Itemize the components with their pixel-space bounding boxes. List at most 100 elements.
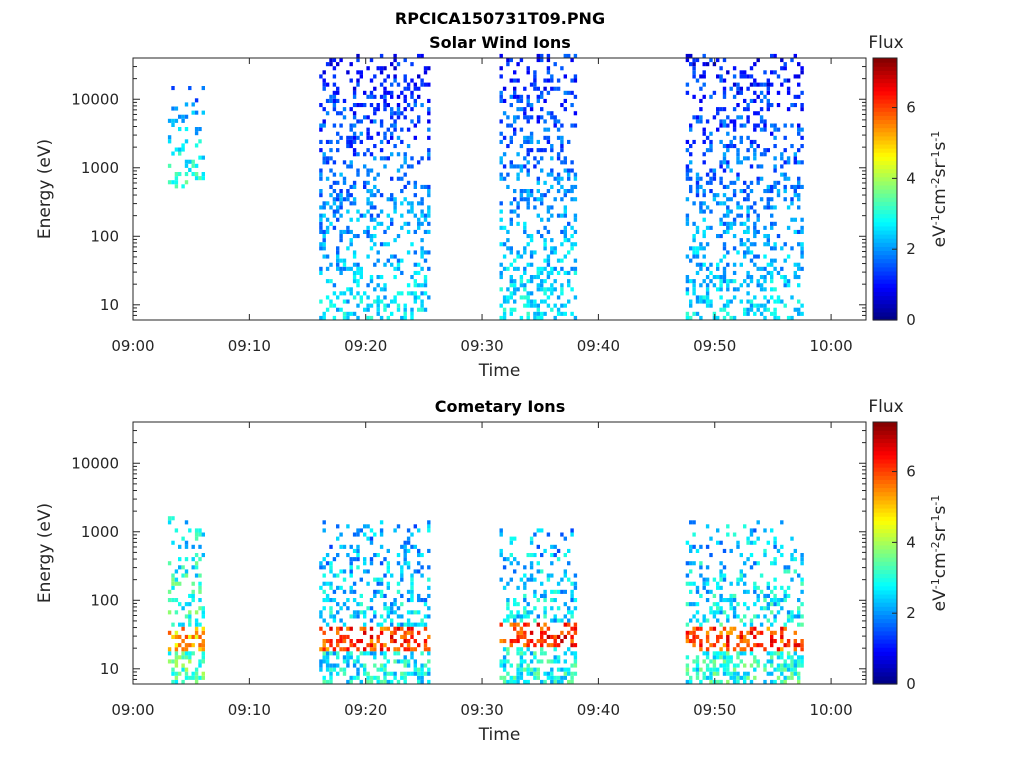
heatmap-cell xyxy=(773,258,777,263)
heatmap-cell xyxy=(393,111,397,116)
heatmap-cell xyxy=(396,262,401,267)
heatmap-cell xyxy=(184,557,189,562)
heatmap-cell xyxy=(369,58,374,63)
heatmap-cell xyxy=(523,643,527,648)
heatmap-cell xyxy=(509,679,513,684)
colorbar-swatch xyxy=(873,107,897,112)
heatmap-cell xyxy=(722,94,727,99)
heatmap-cell xyxy=(540,58,544,63)
heatmap-cell xyxy=(339,201,343,206)
heatmap-cell xyxy=(797,184,801,189)
heatmap-cell xyxy=(383,103,387,108)
heatmap-cell xyxy=(800,70,804,75)
heatmap-cell xyxy=(386,659,390,664)
heatmap-cell xyxy=(705,667,710,672)
heatmap-cell xyxy=(546,275,551,280)
heatmap-cell xyxy=(342,602,347,607)
heatmap-cell xyxy=(513,90,517,95)
heatmap-cell xyxy=(719,651,723,656)
heatmap-cell xyxy=(403,544,407,549)
colorbar-swatch xyxy=(873,74,897,80)
heatmap-cell xyxy=(502,98,507,103)
heatmap-cell xyxy=(722,548,727,553)
heatmap-cell xyxy=(332,74,337,79)
heatmap-cell xyxy=(773,221,777,226)
heatmap-cell xyxy=(513,115,517,120)
heatmap-cell xyxy=(379,520,384,525)
heatmap-cell xyxy=(763,614,767,619)
heatmap-cell xyxy=(692,279,696,284)
heatmap-cell xyxy=(685,148,690,153)
heatmap-cell xyxy=(695,585,700,590)
heatmap-cell xyxy=(533,164,537,169)
heatmap-cell xyxy=(800,250,804,255)
heatmap-cell xyxy=(546,66,551,71)
heatmap-cell xyxy=(719,634,723,639)
heatmap-cell xyxy=(739,238,743,243)
heatmap-cell xyxy=(797,299,801,304)
heatmap-cell xyxy=(513,307,517,312)
heatmap-cell xyxy=(319,74,323,79)
heatmap-cell xyxy=(692,602,696,607)
heatmap-cell xyxy=(322,647,326,652)
heatmap-cell xyxy=(550,283,554,288)
heatmap-cell xyxy=(191,671,195,676)
heatmap-cell xyxy=(736,115,740,120)
heatmap-cell xyxy=(346,663,350,668)
heatmap-cell xyxy=(336,209,340,214)
x-tick-label: 10:00 xyxy=(809,337,852,355)
heatmap-cell xyxy=(695,675,700,680)
heatmap-cell xyxy=(379,242,384,247)
colorbar-swatch xyxy=(873,123,897,129)
heatmap-cell xyxy=(556,557,561,562)
heatmap-cell xyxy=(763,553,767,558)
colorbar-swatch xyxy=(873,667,897,673)
heatmap-cell xyxy=(523,287,527,292)
x-tick-label: 09:20 xyxy=(344,337,387,355)
heatmap-cell xyxy=(417,528,421,533)
heatmap-cell xyxy=(356,168,360,173)
heatmap-cell xyxy=(506,618,510,623)
heatmap-cell xyxy=(356,655,360,660)
heatmap-cell xyxy=(336,246,340,251)
heatmap-cell xyxy=(359,593,363,598)
heatmap-cell xyxy=(763,275,767,280)
heatmap-cell xyxy=(413,610,417,615)
heatmap-cell xyxy=(797,193,801,198)
heatmap-cell xyxy=(336,663,340,668)
heatmap-cell xyxy=(709,189,713,194)
heatmap-cell xyxy=(719,577,723,582)
heatmap-cell xyxy=(349,626,353,631)
heatmap-cell xyxy=(732,606,737,611)
heatmap-cell xyxy=(346,197,350,202)
heatmap-cell xyxy=(793,667,797,672)
heatmap-cell xyxy=(770,270,774,275)
heatmap-cell xyxy=(800,103,804,108)
heatmap-cell xyxy=(376,303,380,308)
heatmap-cell xyxy=(786,593,791,598)
colorbar-swatch xyxy=(873,254,897,260)
heatmap-cell xyxy=(339,667,343,672)
heatmap-cell xyxy=(759,90,764,95)
heatmap-cell xyxy=(516,266,520,271)
heatmap-cell xyxy=(739,630,743,635)
heatmap-cell xyxy=(786,283,791,288)
heatmap-cell xyxy=(722,160,727,165)
heatmap-cell xyxy=(702,234,706,239)
colorbar-swatch xyxy=(873,675,897,681)
heatmap-cell xyxy=(400,176,404,181)
colorbar-tick-label: 6 xyxy=(906,463,916,481)
heatmap-cell xyxy=(390,679,394,684)
heatmap-cell xyxy=(770,123,774,128)
heatmap-cell xyxy=(756,279,760,284)
heatmap-cell xyxy=(369,279,374,284)
heatmap-cell xyxy=(793,74,797,79)
heatmap-cell xyxy=(349,123,353,128)
heatmap-cell xyxy=(553,614,557,619)
heatmap-cell xyxy=(563,238,567,243)
heatmap-cell xyxy=(797,180,801,185)
heatmap-cell xyxy=(329,667,333,672)
heatmap-cell xyxy=(800,589,804,594)
heatmap-cell xyxy=(194,163,199,168)
heatmap-cell xyxy=(540,528,544,533)
